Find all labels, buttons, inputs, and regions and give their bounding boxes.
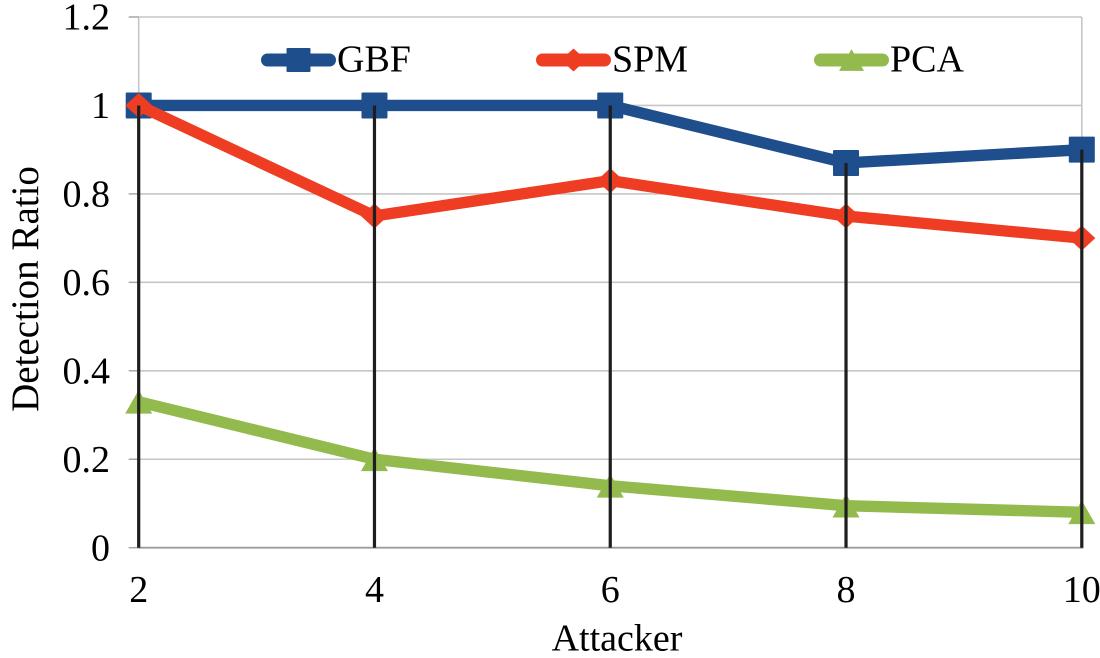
x-axis-title: Attacker <box>552 618 683 658</box>
y-tick-label: 1.2 <box>63 0 111 39</box>
legend-marker-spm <box>561 48 586 72</box>
y-tick-label: 0.6 <box>63 262 111 304</box>
legend-item-pca: PCA <box>814 39 964 81</box>
axis-tick-labels: 0 0.2 0.4 0.6 0.8 1 1.2 2 4 6 8 10 <box>63 0 1100 611</box>
y-tick-label: 1 <box>91 85 110 127</box>
y-tick-label: 0.4 <box>63 351 111 393</box>
x-tick-label: 6 <box>601 569 620 611</box>
drop-lines <box>137 105 1084 548</box>
legend-item-gbf: GBF <box>261 39 411 81</box>
x-tick-label: 8 <box>837 569 856 611</box>
y-axis-title: Detection Ratio <box>4 166 47 412</box>
y-tick-label: 0.2 <box>63 439 111 481</box>
x-tick-label: 4 <box>365 569 384 611</box>
legend: GBF SPM PCA <box>261 39 964 81</box>
legend-label-gbf: GBF <box>337 39 411 81</box>
legend-label-spm: SPM <box>612 39 688 81</box>
y-tick-label: 0.8 <box>63 174 111 216</box>
legend-item-spm: SPM <box>536 39 688 81</box>
legend-label-pca: PCA <box>890 39 964 81</box>
x-tick-label: 2 <box>129 569 148 611</box>
legend-marker-gbf <box>286 48 311 72</box>
y-tick-label: 0 <box>91 527 110 569</box>
x-tick-label: 10 <box>1063 569 1100 611</box>
legend-marker-pca <box>839 49 864 71</box>
